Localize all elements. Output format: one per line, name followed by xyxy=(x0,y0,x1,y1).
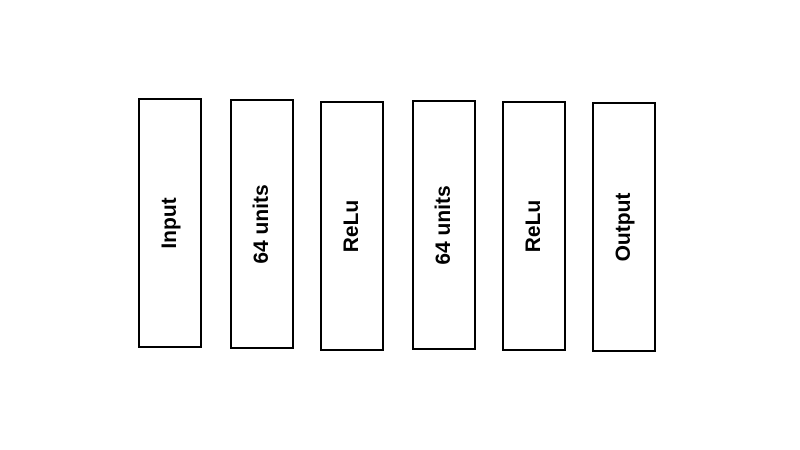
layer-label: Output xyxy=(612,192,635,262)
layer-label: ReLu xyxy=(340,199,363,253)
layer-activation-2: ReLu xyxy=(502,101,566,351)
layer-input: Input xyxy=(138,98,202,348)
layer-output: Output xyxy=(592,102,656,352)
layer-label: 64 units xyxy=(250,184,273,264)
layer-label: ReLu xyxy=(522,199,545,253)
layer-label: Input xyxy=(158,197,181,249)
layer-activation-1: ReLu xyxy=(320,101,384,351)
layer-label: 64 units xyxy=(432,185,455,265)
layer-dense-2: 64 units xyxy=(412,100,476,350)
layer-dense-1: 64 units xyxy=(230,99,294,349)
